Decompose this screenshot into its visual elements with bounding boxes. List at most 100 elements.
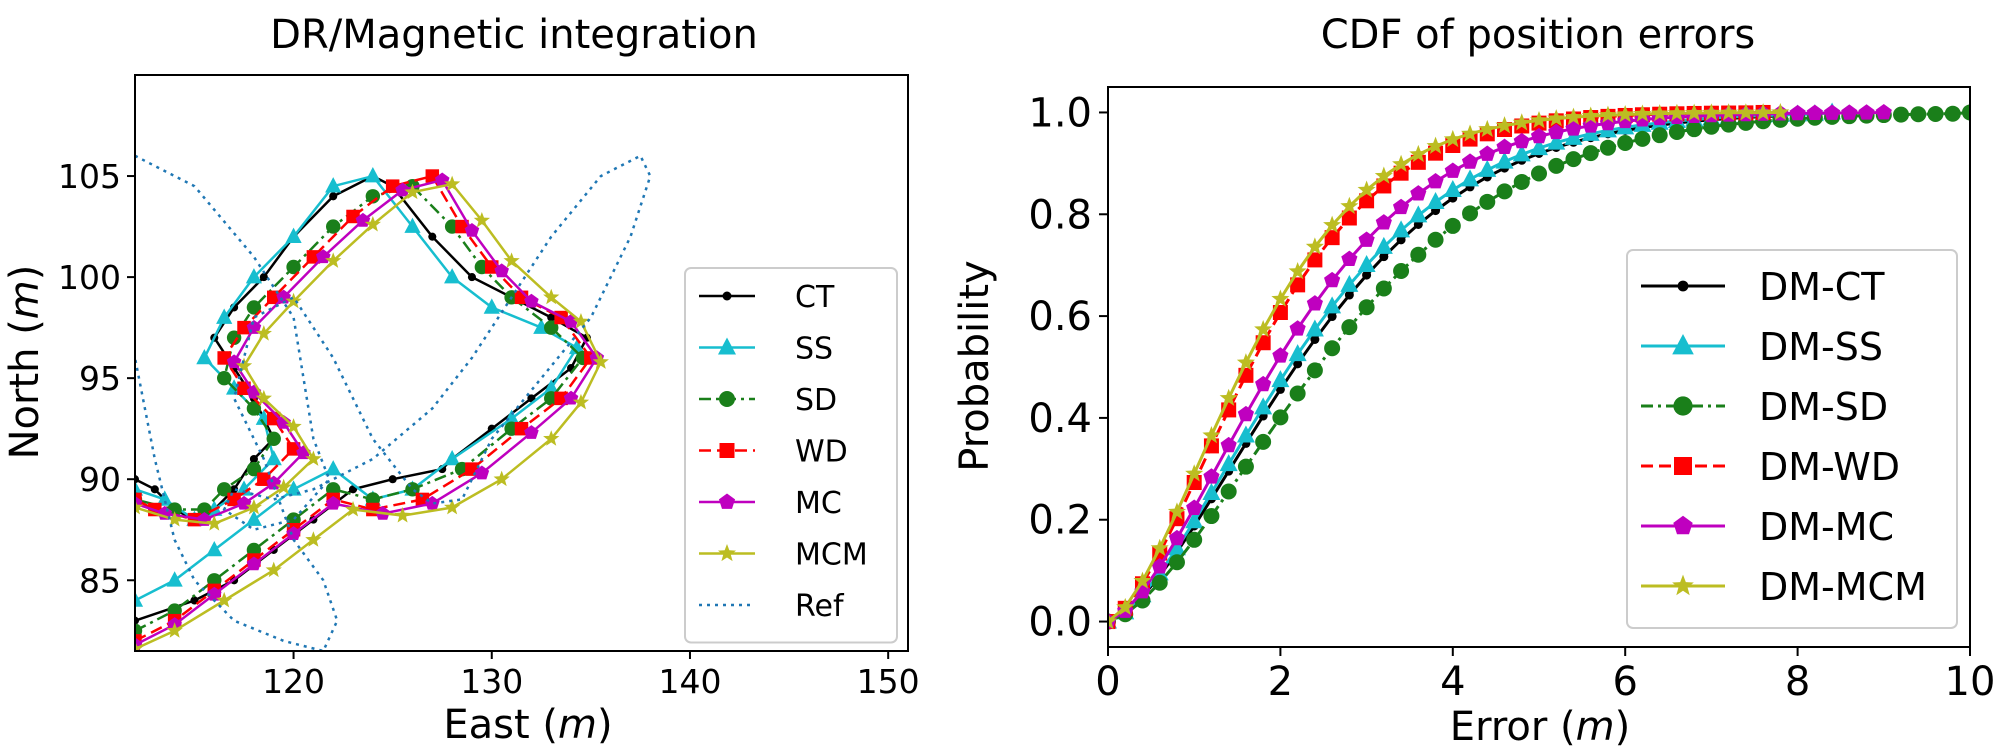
right-point-dm-ss	[1512, 144, 1531, 162]
left-legend-label: WD	[795, 435, 848, 470]
left-legend-marker	[719, 443, 735, 458]
right-point-dm-sd	[1341, 319, 1358, 336]
right-point-dm-mcm	[1323, 215, 1342, 233]
left-point-ss	[364, 167, 381, 183]
left-point-sd	[246, 401, 262, 416]
left-point-ct	[467, 273, 476, 282]
right-point-dm-sd	[1479, 193, 1496, 210]
right-point-dm-mcm	[1650, 104, 1669, 122]
right-point-dm-ss	[1305, 319, 1324, 337]
right-point-dm-mcm	[1116, 597, 1135, 616]
left-point-mc	[464, 222, 480, 237]
left-point-mc	[395, 182, 410, 197]
left-point-ct	[428, 232, 437, 241]
right-y-tick-label: 1.0	[1028, 90, 1092, 136]
right-point-dm-mc	[1427, 173, 1444, 189]
right-legend-label: DM-MC	[1759, 505, 1894, 549]
left-point-wd	[554, 391, 568, 406]
right-point-dm-mcm	[1409, 144, 1428, 163]
left-point-mcm	[255, 325, 272, 341]
left-point-mcm	[344, 500, 362, 517]
right-point-dm-ss	[1340, 274, 1359, 292]
left-x-axis-label: East (m)	[443, 702, 612, 748]
right-point-dm-mcm	[1133, 571, 1152, 589]
left-point-mcm	[404, 183, 421, 200]
left-point-mcm	[572, 393, 590, 410]
right-point-dm-mc	[1858, 104, 1875, 120]
right-point-dm-mcm	[1719, 103, 1738, 121]
right-point-dm-mcm	[1340, 196, 1359, 214]
left-point-ss	[325, 460, 342, 476]
left-point-mcm	[305, 450, 322, 466]
right-point-dm-ct	[1379, 252, 1389, 262]
left-point-sd	[216, 370, 232, 386]
right-point-dm-mc	[1461, 153, 1479, 169]
right-point-dm-ss	[1236, 425, 1255, 443]
right-point-dm-mc	[1410, 185, 1427, 201]
left-point-ss	[265, 450, 282, 466]
left-point-mc	[425, 495, 440, 510]
left-series-wd	[135, 169, 598, 648]
left-point-mcm	[543, 430, 560, 446]
left-series-ct	[135, 172, 591, 625]
right-point-dm-sd	[1910, 106, 1927, 123]
right-point-dm-ct	[1327, 312, 1337, 322]
right-chart: CDF of position errors 0 2 4 6 8 100.00.20.40…	[952, 12, 1995, 750]
left-point-mcm	[135, 640, 144, 651]
right-legend-marker	[1673, 515, 1693, 535]
right-point-dm-mcm	[1478, 119, 1497, 138]
left-point-mcm	[255, 389, 272, 406]
right-y-tick-label: 0.4	[1028, 396, 1092, 442]
right-point-dm-sd	[1410, 246, 1427, 263]
right-point-dm-sd	[1272, 409, 1289, 426]
left-point-mcm	[503, 252, 520, 268]
left-point-sd	[246, 300, 262, 315]
right-legend-label: DM-CT	[1759, 265, 1885, 309]
left-y-tick-label: 100	[58, 258, 121, 297]
right-axis-ticks: 0 2 4 6 8 10 0.0 0.2 0.4 0.6 0.8 1.0	[1028, 90, 1995, 705]
right-point-dm-ss	[1443, 179, 1462, 197]
left-point-sd	[326, 219, 341, 234]
left-point-ss	[235, 480, 253, 496]
right-point-dm-sd	[1617, 134, 1634, 151]
right-point-dm-mcm	[1357, 180, 1376, 198]
right-point-dm-mc	[1203, 468, 1220, 484]
left-point-ct	[249, 454, 258, 464]
left-series-sd	[135, 178, 591, 638]
right-point-dm-ss	[1495, 151, 1514, 169]
right-point-dm-mc	[1341, 250, 1358, 267]
left-point-ct	[150, 485, 159, 494]
right-point-dm-sd	[1462, 205, 1479, 222]
left-point-mcm	[394, 507, 411, 523]
right-point-dm-sd	[1513, 173, 1530, 190]
left-y-axis-label: North (m)	[2, 265, 48, 460]
right-x-tick-label: 4	[1440, 659, 1465, 705]
left-point-ss	[285, 227, 302, 243]
left-point-sd	[266, 431, 281, 446]
right-point-dm-mc	[1565, 120, 1582, 136]
left-point-ss	[543, 379, 560, 395]
left-series-line-ct	[135, 174, 589, 622]
right-point-dm-mc	[1220, 436, 1237, 453]
left-point-ss	[444, 450, 461, 466]
left-point-mcm	[216, 591, 233, 608]
right-point-dm-mc	[1272, 347, 1289, 363]
left-point-ct	[329, 192, 338, 201]
right-point-dm-ss	[1374, 236, 1393, 254]
left-point-wd	[306, 250, 321, 264]
right-point-dm-mcm	[1271, 289, 1290, 307]
left-legend-label: MCM	[795, 538, 868, 573]
left-x-tick-label: 150	[857, 662, 920, 701]
right-point-dm-sd	[1496, 183, 1513, 200]
right-point-dm-sd	[1651, 127, 1668, 144]
right-point-dm-mcm	[1374, 166, 1393, 184]
right-point-dm-sd	[1237, 458, 1254, 475]
right-point-dm-ss	[1254, 397, 1273, 415]
right-point-dm-ct	[1362, 270, 1372, 280]
left-series-ss	[135, 167, 586, 607]
right-x-tick-label: 8	[1785, 659, 1810, 705]
right-point-dm-mcm	[1108, 612, 1118, 630]
left-point-ss	[483, 298, 500, 314]
right-point-dm-ss	[1426, 191, 1445, 209]
right-point-dm-sd	[1668, 123, 1685, 140]
